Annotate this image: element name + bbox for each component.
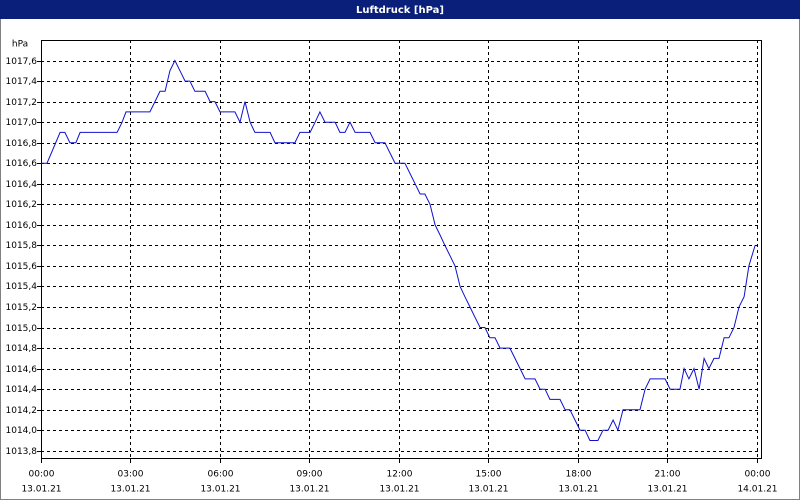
x-tick-date: 13.01.21 <box>647 485 687 495</box>
y-tick-label: 1014,2 <box>6 406 38 416</box>
x-tick-date: 13.01.21 <box>110 485 150 495</box>
x-tick-label: 12:00 <box>387 470 413 480</box>
x-tick-label: 15:00 <box>476 470 502 480</box>
y-tick-label: 1017,2 <box>6 98 38 108</box>
y-tick-label: 1016,0 <box>6 221 38 231</box>
y-tick-label: 1014,0 <box>6 426 38 436</box>
x-tick-label: 06:00 <box>208 470 234 480</box>
y-tick-label: 1016,4 <box>6 180 38 190</box>
x-tick-label: 18:00 <box>566 470 592 480</box>
y-tick-label: 1017,6 <box>6 57 38 67</box>
y-tick-label: 1016,6 <box>6 159 38 169</box>
y-tick-label: 1015,0 <box>6 324 38 334</box>
y-tick-label: 1015,6 <box>6 262 38 272</box>
x-tick-date: 13.01.21 <box>200 485 240 495</box>
title-bar <box>0 0 800 19</box>
line-series <box>41 59 756 441</box>
x-tick-label: 21:00 <box>655 470 681 480</box>
x-tick-label: 03:00 <box>118 470 144 480</box>
chart-title: Luftdruck [hPa] <box>356 5 444 16</box>
x-tick-label: 00:00 <box>29 470 55 480</box>
x-tick-date: 13.01.21 <box>289 485 329 495</box>
plot-border <box>41 40 762 459</box>
y-tick-label: 1015,2 <box>6 303 38 313</box>
x-tick-date: 13.01.21 <box>379 485 419 495</box>
y-tick-label: 1014,8 <box>6 344 38 354</box>
x-tick-date: 13.01.21 <box>558 485 598 495</box>
y-tick-label: 1016,2 <box>6 200 38 210</box>
x-tick-date: 13.01.21 <box>468 485 508 495</box>
x-tick-label: 00:00 <box>745 470 771 480</box>
y-tick-label: 1016,8 <box>6 139 38 149</box>
x-tick-label: 09:00 <box>297 470 323 480</box>
x-tick-date: 13.01.21 <box>21 485 61 495</box>
y-tick-label: 1014,4 <box>6 385 38 395</box>
y-tick-label: 1014,6 <box>6 365 38 375</box>
y-axis-unit: hPa <box>12 40 28 50</box>
y-tick-label: 1015,8 <box>6 241 38 251</box>
y-tick-label: 1017,0 <box>6 118 38 128</box>
x-tick-date: 14.01.21 <box>737 485 777 495</box>
y-tick-label: 1015,4 <box>6 282 38 292</box>
y-tick-label: 1013,8 <box>6 447 38 457</box>
y-tick-label: 1017,4 <box>6 77 38 87</box>
